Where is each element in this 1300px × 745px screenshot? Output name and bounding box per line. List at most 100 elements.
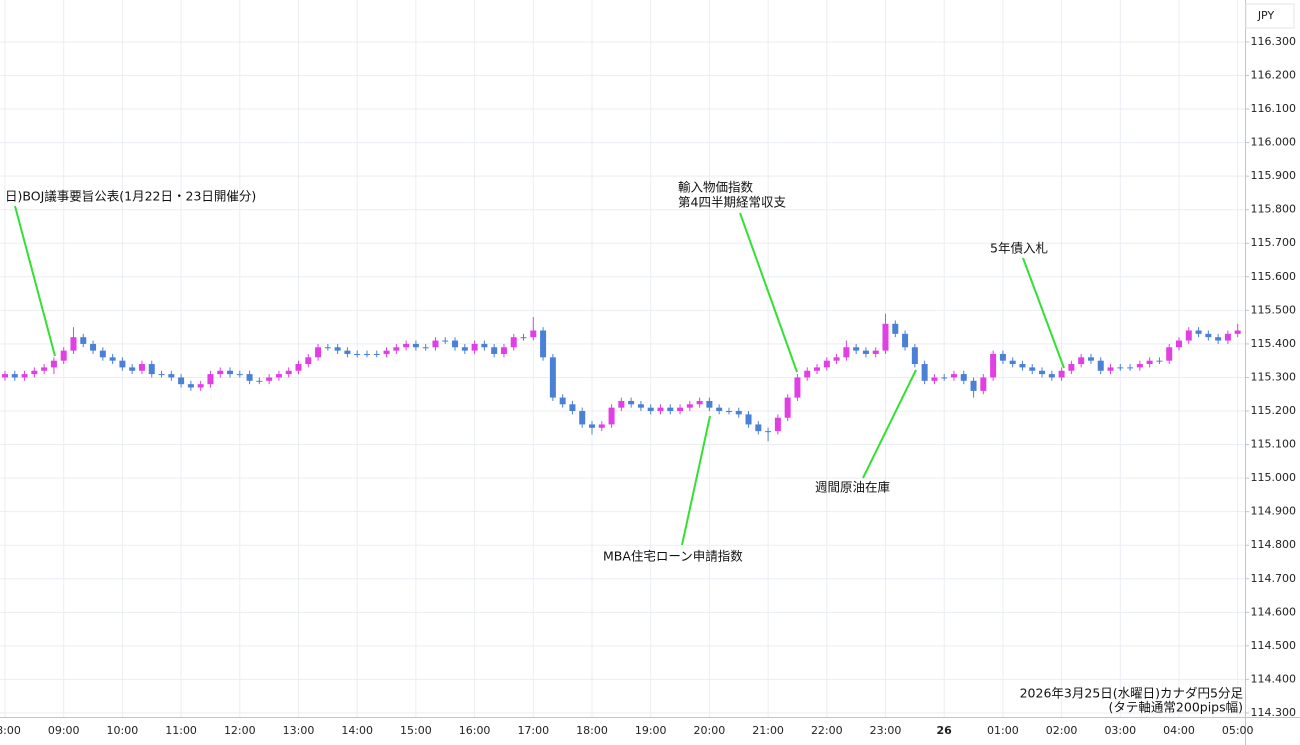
- annotation-line: [739, 212, 798, 373]
- candle-body: [735, 411, 742, 415]
- candle-body: [452, 340, 459, 348]
- candle-body: [461, 347, 468, 351]
- candle-body: [540, 330, 547, 358]
- candle-body: [383, 350, 390, 354]
- candle-body: [882, 323, 889, 351]
- candle-body: [354, 353, 361, 355]
- candle-body: [422, 347, 429, 349]
- candle-body: [363, 353, 370, 355]
- candle-body: [960, 374, 967, 381]
- x-tick-label: 19:00: [635, 724, 667, 737]
- candle-body: [755, 424, 762, 432]
- candle-body: [256, 380, 263, 382]
- candle-body: [1039, 370, 1046, 375]
- candle-body: [275, 374, 282, 378]
- candle-body: [823, 360, 830, 368]
- candle-body: [11, 374, 18, 378]
- candle-body: [931, 377, 938, 381]
- candle-body: [579, 411, 586, 425]
- candle-body: [990, 353, 997, 378]
- annotation-text: 5年債入札: [990, 241, 1048, 256]
- currency-label: JPY: [1257, 9, 1275, 22]
- candle-body: [677, 407, 684, 412]
- candle-body: [197, 384, 204, 388]
- candle-body: [1234, 330, 1241, 334]
- x-tick-label: 18:00: [576, 724, 608, 737]
- candle-body: [2, 374, 8, 378]
- candle-body: [559, 397, 566, 405]
- candle-body: [403, 343, 410, 348]
- candle-body: [716, 407, 723, 412]
- candle-body: [921, 364, 928, 381]
- candle-body: [970, 380, 977, 391]
- y-tick-label: 115.800: [1251, 203, 1297, 216]
- y-tick-label: 114.800: [1251, 538, 1297, 551]
- x-tick-label: 22:00: [811, 724, 843, 737]
- candle-body: [1136, 364, 1143, 368]
- candle-body: [500, 347, 507, 354]
- candle-body: [236, 374, 243, 376]
- candle-body: [1195, 330, 1202, 334]
- candle-body: [549, 357, 556, 398]
- candle-body: [60, 350, 67, 361]
- y-tick-label: 115.400: [1251, 337, 1297, 350]
- candle-body: [31, 370, 38, 375]
- candle-body: [999, 353, 1006, 361]
- candle-body: [706, 400, 713, 408]
- candle-body: [765, 431, 772, 433]
- candle-body: [510, 337, 517, 348]
- candle-body: [373, 353, 380, 355]
- x-tick-label: 16:00: [459, 724, 491, 737]
- candle-body: [70, 337, 77, 351]
- candle-body: [315, 347, 322, 358]
- candle-body: [774, 417, 781, 432]
- candle-body: [902, 333, 909, 348]
- y-tick-label: 114.900: [1251, 505, 1297, 518]
- candle-body: [187, 384, 194, 388]
- y-tick-label: 115.700: [1251, 236, 1297, 249]
- candle-body: [1087, 357, 1094, 361]
- annotation-line: [862, 369, 917, 479]
- candle-body: [794, 377, 801, 398]
- candle-body: [442, 340, 449, 342]
- candle-body: [569, 404, 576, 412]
- candle-body: [950, 374, 957, 378]
- y-tick-label: 114.600: [1251, 605, 1297, 618]
- x-tick-label: 20:00: [694, 724, 726, 737]
- candle-body: [608, 407, 615, 425]
- candle-body: [1009, 360, 1016, 365]
- y-tick-label: 115.900: [1251, 169, 1297, 182]
- candle-body: [980, 377, 987, 391]
- candle-body: [833, 357, 840, 361]
- x-tick-label: 13:00: [283, 724, 315, 737]
- candle-body: [657, 407, 664, 412]
- candle-body: [686, 404, 693, 408]
- candle-body: [99, 350, 106, 358]
- candle-body: [872, 350, 879, 354]
- y-tick-label: 116.100: [1251, 102, 1297, 115]
- candle-body: [148, 364, 155, 375]
- candle-body: [1058, 370, 1065, 378]
- y-tick-label: 115.600: [1251, 270, 1297, 283]
- annotation-text: 第4四半期経常収支: [678, 195, 786, 210]
- candle-body: [853, 347, 860, 351]
- candle-body: [471, 343, 478, 351]
- candle-body: [158, 374, 165, 376]
- candle-body: [667, 407, 674, 412]
- x-tick-label: 14:00: [341, 724, 373, 737]
- candle-body: [393, 347, 400, 351]
- candle-body: [412, 343, 419, 348]
- candle-body: [628, 400, 635, 405]
- x-tick-label: 17:00: [517, 724, 549, 737]
- candle-body: [90, 343, 97, 351]
- candle-body: [1078, 357, 1085, 365]
- annotation-text: 週間原油在庫: [815, 480, 890, 495]
- annotation-line: [14, 205, 56, 357]
- x-tick-label: 03:00: [1104, 724, 1136, 737]
- candle-body: [892, 323, 899, 334]
- annotation-text: 輸入物価指数: [678, 180, 754, 195]
- candle-body: [725, 411, 732, 413]
- candle-body: [334, 347, 341, 351]
- candle-body: [1107, 367, 1114, 371]
